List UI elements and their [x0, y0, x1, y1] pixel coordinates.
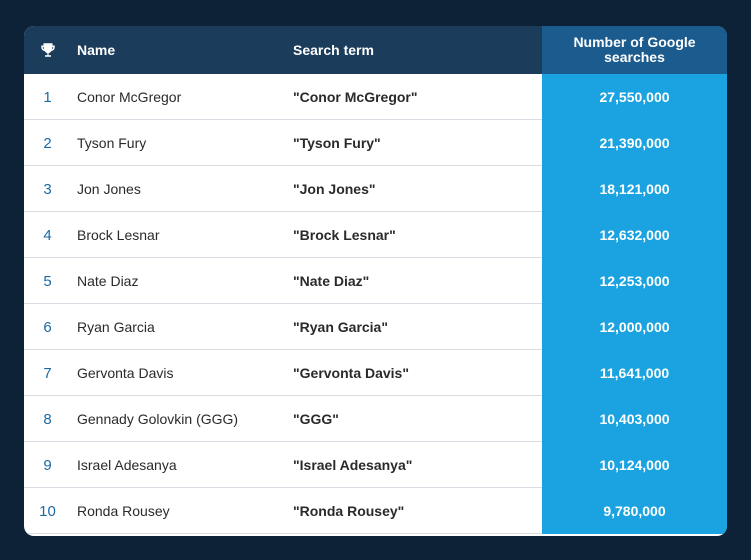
name-cell: Israel Adesanya: [77, 457, 177, 473]
search-term-cell: "Jon Jones": [293, 181, 376, 197]
search-term-cell: "Conor McGregor": [293, 89, 418, 105]
table-row: 2 Tyson Fury "Tyson Fury" 21,390,000: [24, 120, 727, 166]
table-row: 3 Jon Jones "Jon Jones" 18,121,000: [24, 166, 727, 212]
search-term-cell: "Nate Diaz": [293, 273, 370, 289]
name-cell: Gennady Golovkin (GGG): [77, 411, 239, 427]
rank-cell: 8: [43, 410, 52, 428]
trophy-icon-graphic: [40, 43, 55, 57]
header-search-count: Number of Google searches: [542, 26, 727, 74]
header-search-term: Search term: [293, 42, 374, 58]
name-cell: Nate Diaz: [77, 273, 139, 289]
search-count-cell: 12,253,000: [542, 258, 727, 304]
name-cell: Jon Jones: [77, 181, 141, 197]
rank-cell: 5: [43, 272, 52, 290]
rankings-table: Name Search term Number of Google search…: [24, 26, 727, 536]
search-term-cell: "GGG": [293, 411, 339, 427]
search-count-cell: 10,403,000: [542, 396, 727, 442]
name-cell: Ryan Garcia: [77, 319, 155, 335]
search-count-cell: 10,124,000: [542, 442, 727, 488]
table-row: 4 Brock Lesnar "Brock Lesnar" 12,632,000: [24, 212, 727, 258]
rank-cell: 2: [43, 134, 52, 152]
search-term-cell: "Ryan Garcia": [293, 319, 388, 335]
search-term-cell: "Israel Adesanya": [293, 457, 413, 473]
name-cell: Ronda Rousey: [77, 503, 170, 519]
rank-cell: 7: [43, 364, 52, 382]
table-row: 10 Ronda Rousey "Ronda Rousey" 9,780,000: [24, 488, 727, 534]
name-cell: Tyson Fury: [77, 135, 147, 151]
search-count-cell: 12,000,000: [542, 304, 727, 350]
table-row: 1 Conor McGregor "Conor McGregor" 27,550,00…: [24, 74, 727, 120]
search-count-cell: 21,390,000: [542, 120, 727, 166]
name-cell: Conor McGregor: [77, 89, 182, 105]
search-count-cell: 27,550,000: [542, 74, 727, 120]
search-count-cell: 18,121,000: [542, 166, 727, 212]
rank-cell: 9: [43, 456, 52, 474]
search-count-cell: 11,641,000: [542, 350, 727, 396]
name-cell: Gervonta Davis: [77, 365, 174, 381]
search-term-cell: "Brock Lesnar": [293, 227, 396, 243]
rank-cell: 6: [43, 318, 52, 336]
header-name: Name: [77, 42, 116, 58]
table-row: 9 Israel Adesanya "Israel Adesanya" 10,124,…: [24, 442, 727, 488]
table-header: Name Search term Number of Google search…: [24, 26, 727, 74]
trophy-icon: [24, 26, 71, 74]
search-count-cell: 9,780,000: [542, 488, 727, 534]
rank-cell: 4: [43, 226, 52, 244]
rank-cell: 3: [43, 180, 52, 198]
rank-cell: 10: [39, 502, 56, 520]
search-count-cell: 12,632,000: [542, 212, 727, 258]
table-row: 7 Gervonta Davis "Gervonta Davis" 11,641,00…: [24, 350, 727, 396]
table-row: 8 Gennady Golovkin (GGG) "GGG" 10,403,000: [24, 396, 727, 442]
rank-cell: 1: [43, 88, 52, 106]
table-row: 5 Nate Diaz "Nate Diaz" 12,253,000: [24, 258, 727, 304]
search-term-cell: "Gervonta Davis": [293, 365, 409, 381]
table-row: 6 Ryan Garcia "Ryan Garcia" 12,000,000: [24, 304, 727, 350]
header-search-count-label: Number of Google searches: [573, 34, 696, 65]
search-term-cell: "Ronda Rousey": [293, 503, 405, 519]
name-cell: Brock Lesnar: [77, 227, 160, 243]
search-term-cell: "Tyson Fury": [293, 135, 381, 151]
